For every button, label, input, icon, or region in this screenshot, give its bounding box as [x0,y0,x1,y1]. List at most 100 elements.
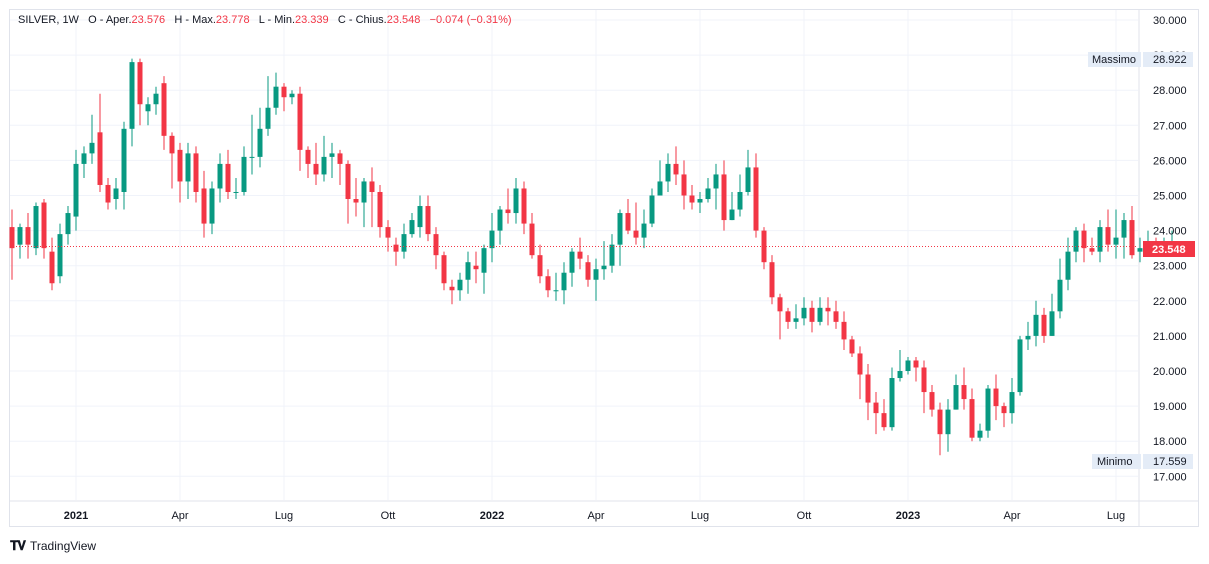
candle-body [689,195,695,203]
candle-body [625,213,631,231]
candle-body [777,297,783,312]
candle-body [985,388,991,431]
candle-body [193,153,199,192]
candle-body [489,230,495,249]
candle-body [409,220,415,235]
x-tick-label: Lug [1107,510,1125,522]
candle-body [161,83,167,136]
candle-body [1009,392,1015,414]
candle-body [1089,248,1095,252]
x-tick-label: Apr [1003,510,1020,522]
candle-body [769,262,775,298]
y-tick-label: 20.000 [1153,366,1187,378]
candle-body [905,360,911,371]
candle-body [273,86,279,108]
candle-body [529,223,535,256]
y-tick-label: 27.000 [1153,120,1187,132]
min-badge-value: 17.559 [1153,456,1187,468]
candle-body [729,209,735,221]
candle-body [201,188,207,224]
candle-body [473,265,479,270]
candle-body [865,374,871,403]
max-value-badge [1143,52,1193,67]
legend-change: −0.074 (−0.31%) [429,14,512,26]
x-tick-label: 2022 [480,510,504,522]
candle-body [881,413,887,428]
y-tick-label: 23.000 [1153,261,1187,273]
candle-body [569,251,575,273]
candle-body [353,199,359,203]
last-price-value: 23.548 [1152,244,1186,256]
candle-body [809,307,815,322]
candle-body [441,255,447,284]
candle-body [97,132,103,185]
candle-body [25,227,31,245]
candle-body [721,174,727,221]
x-tick-label: 2023 [896,510,920,522]
candle-body [913,360,919,368]
candle-body [449,286,455,291]
candle-body [1057,279,1063,312]
candle-body [633,230,639,238]
candle-body [873,402,879,414]
candle-body [217,163,223,189]
candle-body [81,153,87,164]
candle-body [609,244,615,266]
candle-body [457,279,463,291]
legend-low-label: L - Min. [258,14,296,26]
candle-body [953,385,959,410]
candle-body [585,262,591,280]
candle-body [1097,227,1103,252]
candle-body [17,227,23,245]
candle-body [393,244,399,252]
candle-body [665,163,671,182]
candle-body [345,163,351,200]
candle-body [1081,230,1087,249]
candle-body [57,234,63,277]
candle-body [209,188,215,224]
candle-body [681,174,687,196]
candle-body [1073,230,1079,252]
candle-body [929,392,935,410]
candle-body [961,385,967,400]
min-badge [1092,454,1141,469]
legend-close-label: C - Chius. [337,14,387,26]
x-tick-label: Lug [691,510,709,522]
footer: 𝐓𝐕 TradingView [10,538,96,554]
y-tick-label: 25.000 [1153,191,1187,203]
candle-body [1137,248,1143,252]
candle-body [153,93,159,105]
candle-body [505,209,511,214]
candle-body [73,163,79,217]
candles [9,58,1175,456]
candle-body [1065,251,1071,280]
candle-body [1001,406,1007,414]
candle-body [297,93,303,150]
candle-body [513,188,519,214]
candle-body [121,128,127,192]
price-badges: Massimo 28.922 Minimo 17.559 23.548 [1088,52,1195,469]
candle-body [401,234,407,252]
candle-body [825,307,831,312]
candle-body [289,93,295,98]
candle-body [1041,314,1047,336]
candle-body [33,206,39,249]
candle-body [761,230,767,263]
max-badge-value: 28.922 [1153,54,1187,66]
y-tick-label: 30.000 [1153,15,1187,27]
candle-body [433,234,439,256]
candle-body [385,227,391,238]
y-tick-label: 21.000 [1153,331,1187,343]
candle-body [833,311,839,322]
min-badge-label: Minimo [1097,456,1132,468]
candle-body [105,184,111,203]
candle-body [337,153,343,164]
candle-body [897,371,903,379]
candle-body [577,251,583,259]
candle-body [49,251,55,284]
candle-body [113,188,119,200]
legend-high-value: 23.778 [215,14,250,26]
y-tick-label: 28.000 [1153,85,1187,97]
legend-open-value: 23.576 [131,14,166,26]
